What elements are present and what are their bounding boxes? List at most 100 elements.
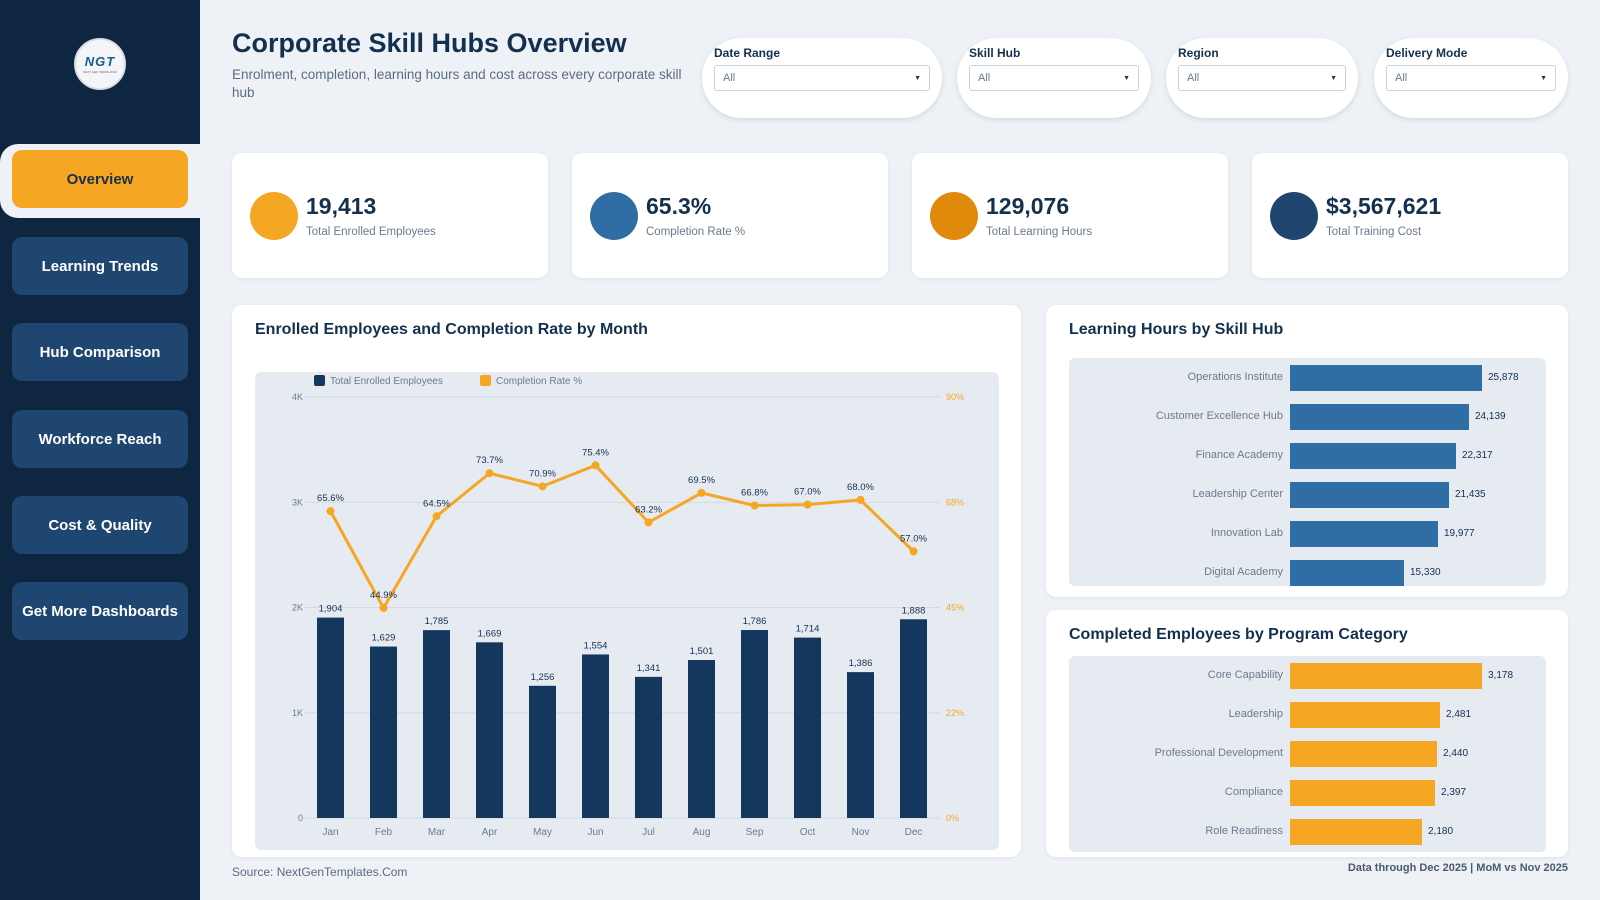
bar [1290, 663, 1482, 689]
bar-enrolled [370, 646, 397, 818]
bar-row: Leadership Center 21,435 [1069, 482, 1546, 508]
bar-category-label: Role Readiness [1205, 825, 1283, 837]
nav-item-workforce-reach[interactable]: Workforce Reach [12, 410, 188, 468]
line-point [538, 482, 547, 491]
kpi-circle-icon [250, 192, 298, 240]
bar-row: Operations Institute 25,878 [1069, 365, 1546, 391]
bar [1290, 482, 1449, 508]
nav-item-overview[interactable]: Overview [12, 150, 188, 208]
bar-category-label: Leadership [1228, 708, 1283, 720]
select-value: All [1395, 72, 1408, 84]
bar [1290, 560, 1404, 586]
bar [1290, 702, 1440, 728]
nav-item-hub-comparison[interactable]: Hub Comparison [12, 323, 188, 381]
bar-category-label: Innovation Lab [1210, 527, 1283, 539]
bar-data-label: 1,714 [796, 624, 820, 635]
filter-date-range: Date Range All ▼ [702, 38, 942, 118]
bar-data-label: 1,669 [478, 628, 502, 639]
line-data-label: 69.5% [688, 475, 715, 486]
bar-category-label: Finance Academy [1195, 449, 1283, 461]
kpi-label: Total Learning Hours [986, 226, 1093, 238]
filter-label: Date Range [714, 46, 781, 60]
legend-label-enrolled: Total Enrolled Employees [330, 376, 443, 387]
bar-row: Leadership 2,481 [1069, 702, 1546, 728]
bar-value-label: 15,330 [1410, 567, 1441, 578]
bar-data-label: 1,904 [319, 604, 343, 615]
bar-data-label: 1,888 [902, 605, 926, 616]
bar-category-label: Digital Academy [1204, 566, 1283, 578]
bar [1290, 780, 1435, 806]
region-select[interactable]: All ▼ [1178, 65, 1346, 91]
kpi-value: 129,076 [986, 193, 1070, 219]
bar-enrolled [582, 654, 609, 818]
line-data-label: 66.8% [741, 488, 768, 499]
y-tick-right: 45% [946, 603, 964, 613]
bar-value-label: 25,878 [1488, 372, 1519, 383]
kpi-value: $3,567,621 [1326, 193, 1442, 219]
logo-subtext: NEXT GEN TEMPLATES [83, 70, 117, 74]
bar-data-label: 1,786 [743, 616, 767, 627]
completed-employees-panel: Completed Employees by Program Category … [1046, 610, 1568, 857]
skill-hub-select[interactable]: All ▼ [969, 65, 1139, 91]
learning-hours-chart: Operations Institute 25,878 Customer Excel… [1069, 358, 1546, 586]
line-data-label: 57.0% [900, 533, 927, 544]
bar-data-label: 1,785 [425, 616, 449, 627]
x-tick-label: Mar [428, 827, 446, 838]
bar-data-label: 1,341 [637, 663, 661, 674]
bar-category-label: Leadership Center [1192, 488, 1283, 500]
filter-label: Delivery Mode [1386, 46, 1468, 60]
line-point [485, 469, 494, 478]
kpi-circle-icon [930, 192, 978, 240]
delivery-mode-select[interactable]: All ▼ [1386, 65, 1556, 91]
bar-category-label: Operations Institute [1187, 371, 1283, 383]
bar-row: Innovation Lab 19,977 [1069, 521, 1546, 547]
brand-logo[interactable]: NGT NEXT GEN TEMPLATES [74, 38, 126, 90]
y-tick-right: 0% [946, 813, 959, 823]
bar [1290, 819, 1422, 845]
y-tick-left: 2K [292, 603, 303, 613]
kpi-label: Completion Rate % [646, 226, 746, 238]
x-tick-label: Jul [642, 827, 655, 838]
bar-value-label: 24,139 [1475, 411, 1506, 422]
line-point [591, 461, 600, 470]
kpi-card-completion-rate: 65.3% Completion Rate % [572, 153, 888, 278]
x-tick-label: Sep [746, 827, 764, 838]
bar-value-label: 2,440 [1443, 748, 1469, 759]
line-data-label: 65.6% [317, 493, 344, 504]
x-tick-label: Aug [693, 827, 711, 838]
bar-value-label: 3,178 [1488, 670, 1514, 681]
combo-chart: 0 0% 1K 22% 2K 45% 3K 68% 4K 90% Total Enrolled Em… [255, 372, 999, 850]
bar-row: Digital Academy 15,330 [1069, 560, 1546, 586]
bar [1290, 741, 1437, 767]
select-value: All [1187, 72, 1200, 84]
line-point [750, 501, 759, 510]
bar-enrolled [476, 642, 503, 818]
bar-enrolled [529, 685, 556, 818]
bar [1290, 365, 1482, 391]
bar-enrolled [900, 619, 927, 818]
chevron-down-icon: ▼ [1540, 74, 1547, 82]
chart-title: Learning Hours by Skill Hub [1069, 321, 1284, 338]
line-point [379, 603, 388, 612]
select-value: All [978, 72, 991, 84]
nav-item-cost-quality[interactable]: Cost & Quality [12, 496, 188, 554]
filter-region: Region All ▼ [1166, 38, 1358, 118]
y-tick-right: 68% [946, 497, 964, 507]
monthly-chart-panel: Enrolled Employees and Completion Rate b… [232, 305, 1021, 857]
chevron-down-icon: ▼ [1123, 74, 1130, 82]
bar-row: Professional Development 2,440 [1069, 741, 1546, 767]
nav-item-learning-trends[interactable]: Learning Trends [12, 237, 188, 295]
source-note: Source: NextGenTemplates.Com [232, 865, 408, 879]
bar-enrolled [423, 630, 450, 818]
bar-enrolled [635, 676, 662, 818]
line-point [326, 507, 335, 516]
nav-item-get-more-dashboards[interactable]: Get More Dashboards [12, 582, 188, 640]
line-point [909, 547, 918, 556]
kpi-circle-icon [1270, 192, 1318, 240]
date-range-select[interactable]: All ▼ [714, 65, 930, 91]
legend-label-completion: Completion Rate % [496, 376, 582, 387]
line-data-label: 70.9% [529, 468, 556, 479]
line-data-label: 68.0% [847, 482, 874, 493]
line-data-label: 64.5% [423, 498, 450, 509]
x-tick-label: Oct [800, 827, 816, 838]
